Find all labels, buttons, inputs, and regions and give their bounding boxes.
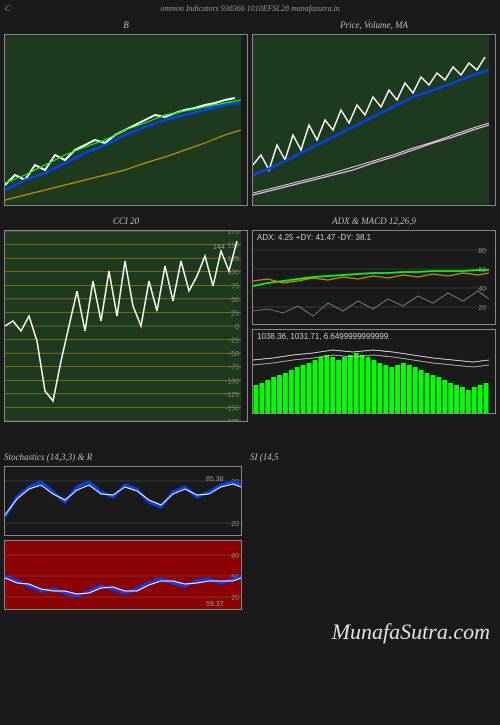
svg-text:80: 80 xyxy=(478,248,486,255)
panel-top-left xyxy=(4,34,248,206)
svg-text:-150: -150 xyxy=(225,405,239,412)
panel-stoch-lower: 20508059.37 xyxy=(4,540,242,610)
svg-text:0: 0 xyxy=(235,324,239,331)
header-left: C xyxy=(5,4,10,13)
panel-adx-lower: 1038.36, 1031.71, 6.6499999999999 xyxy=(252,329,496,414)
watermark: MunafaSutra.com xyxy=(332,619,490,645)
svg-text:-125: -125 xyxy=(225,392,239,399)
svg-text:20: 20 xyxy=(478,305,486,312)
svg-text:50: 50 xyxy=(231,297,239,304)
panel-title-cci: CCI 20 xyxy=(4,216,248,228)
svg-text:150: 150 xyxy=(227,243,239,250)
row-1: B Price, Volume, MA xyxy=(0,20,500,206)
panel-title-adx: ADX & MACD 12,26,9 xyxy=(252,216,496,228)
macd-label: 1038.36, 1031.71, 6.6499999999999 xyxy=(257,332,388,341)
svg-text:-175: -175 xyxy=(225,419,239,421)
panel-adx-upper: ADX: 4.25 +DY: 41.47 -DY: 38.1 20406080 xyxy=(252,230,496,325)
panel-title-si: SI (14,5 xyxy=(250,452,496,464)
panel-title-price: Price, Volume, MA xyxy=(252,20,496,32)
svg-text:80: 80 xyxy=(231,553,239,560)
row-2: CCI 20 -175 -150 -125 -100 -75 -50 -25 0 25 50 75 1… xyxy=(0,216,500,422)
svg-text:-50: -50 xyxy=(229,351,239,358)
svg-text:85.38: 85.38 xyxy=(206,476,224,483)
svg-text:175: 175 xyxy=(227,231,239,236)
svg-text:-75: -75 xyxy=(229,365,239,372)
svg-text:144: 144 xyxy=(213,244,225,251)
row-3: Stochastics (14,3,3) & R SI (14,5 208085… xyxy=(0,452,500,610)
panel-title-b: B xyxy=(4,20,248,32)
svg-text:75: 75 xyxy=(231,283,239,290)
panel-top-right xyxy=(252,34,496,206)
svg-text:-100: -100 xyxy=(225,378,239,385)
svg-text:59.37: 59.37 xyxy=(206,601,224,608)
svg-text:20: 20 xyxy=(231,521,239,528)
header-center: ommon Indicators 938366 1010EFSL28 munaf… xyxy=(160,4,339,13)
svg-text:-25: -25 xyxy=(229,338,239,345)
panel-cci: -175-150-125-100-75-50-25025507510012515… xyxy=(4,230,248,422)
panel-title-stoch: Stochastics (14,3,3) & R xyxy=(4,452,250,464)
panel-stoch-upper: 208085.38 xyxy=(4,466,242,536)
adx-label: ADX: 4.25 +DY: 41.47 -DY: 38.1 xyxy=(257,233,371,242)
svg-text:20: 20 xyxy=(231,595,239,602)
svg-text:25: 25 xyxy=(231,310,239,317)
